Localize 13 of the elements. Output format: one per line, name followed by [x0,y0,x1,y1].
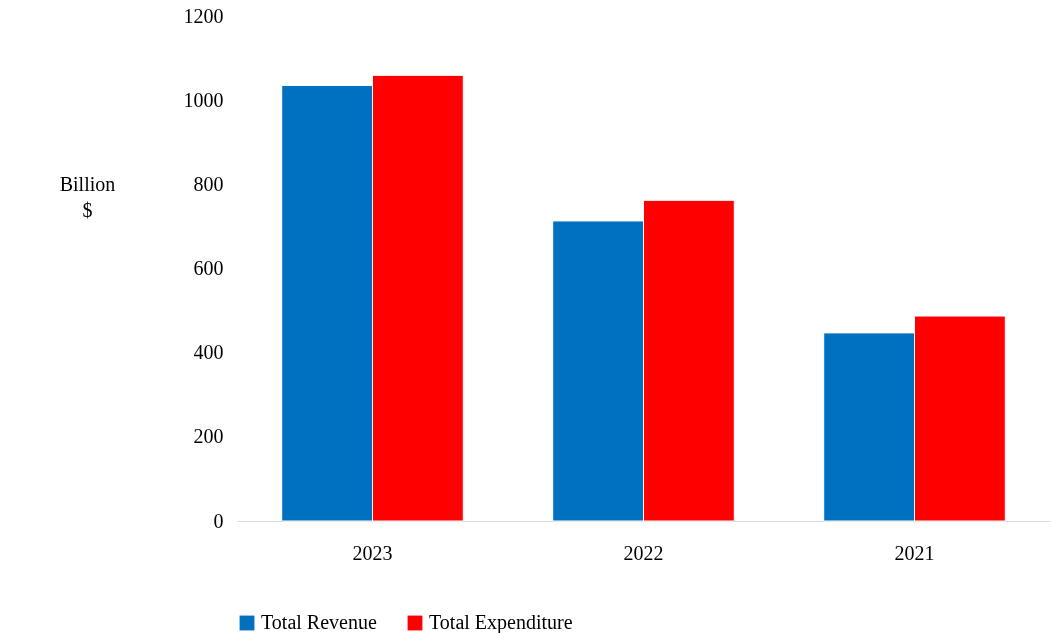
y-tick-label: 800 [193,172,224,195]
legend-label: Total Expenditure [429,611,573,633]
y-axis-title: Billion $ [59,172,116,221]
legend-label: Total Revenue [261,611,377,633]
x-tick-label: 2023 [352,541,393,564]
y-tick-label: 200 [193,425,224,448]
y-tick-label: 1000 [183,88,224,111]
y-tick-label: 400 [193,341,224,364]
y-tick-label: 0 [213,509,224,532]
y-tick-label: 600 [193,257,224,279]
x-tick-label: 2022 [623,541,664,564]
x-tick-label: 2021 [894,541,935,564]
y-tick-label: 1200 [183,4,224,27]
